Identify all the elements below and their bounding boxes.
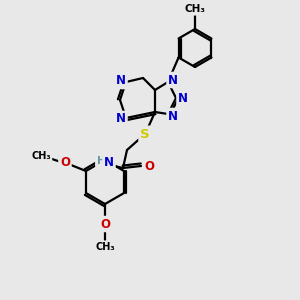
Text: N: N (168, 110, 178, 122)
Text: N: N (104, 157, 114, 169)
Text: CH₃: CH₃ (95, 242, 115, 252)
Text: O: O (144, 160, 154, 172)
Text: N: N (116, 74, 126, 88)
Text: N: N (116, 112, 126, 125)
Text: O: O (60, 157, 70, 169)
Text: O: O (100, 218, 110, 230)
Text: S: S (140, 128, 150, 140)
Text: CH₃: CH₃ (184, 4, 206, 14)
Text: CH₃: CH₃ (31, 151, 51, 161)
Text: N: N (178, 92, 188, 104)
Text: N: N (168, 74, 178, 86)
Text: H: H (97, 156, 105, 166)
